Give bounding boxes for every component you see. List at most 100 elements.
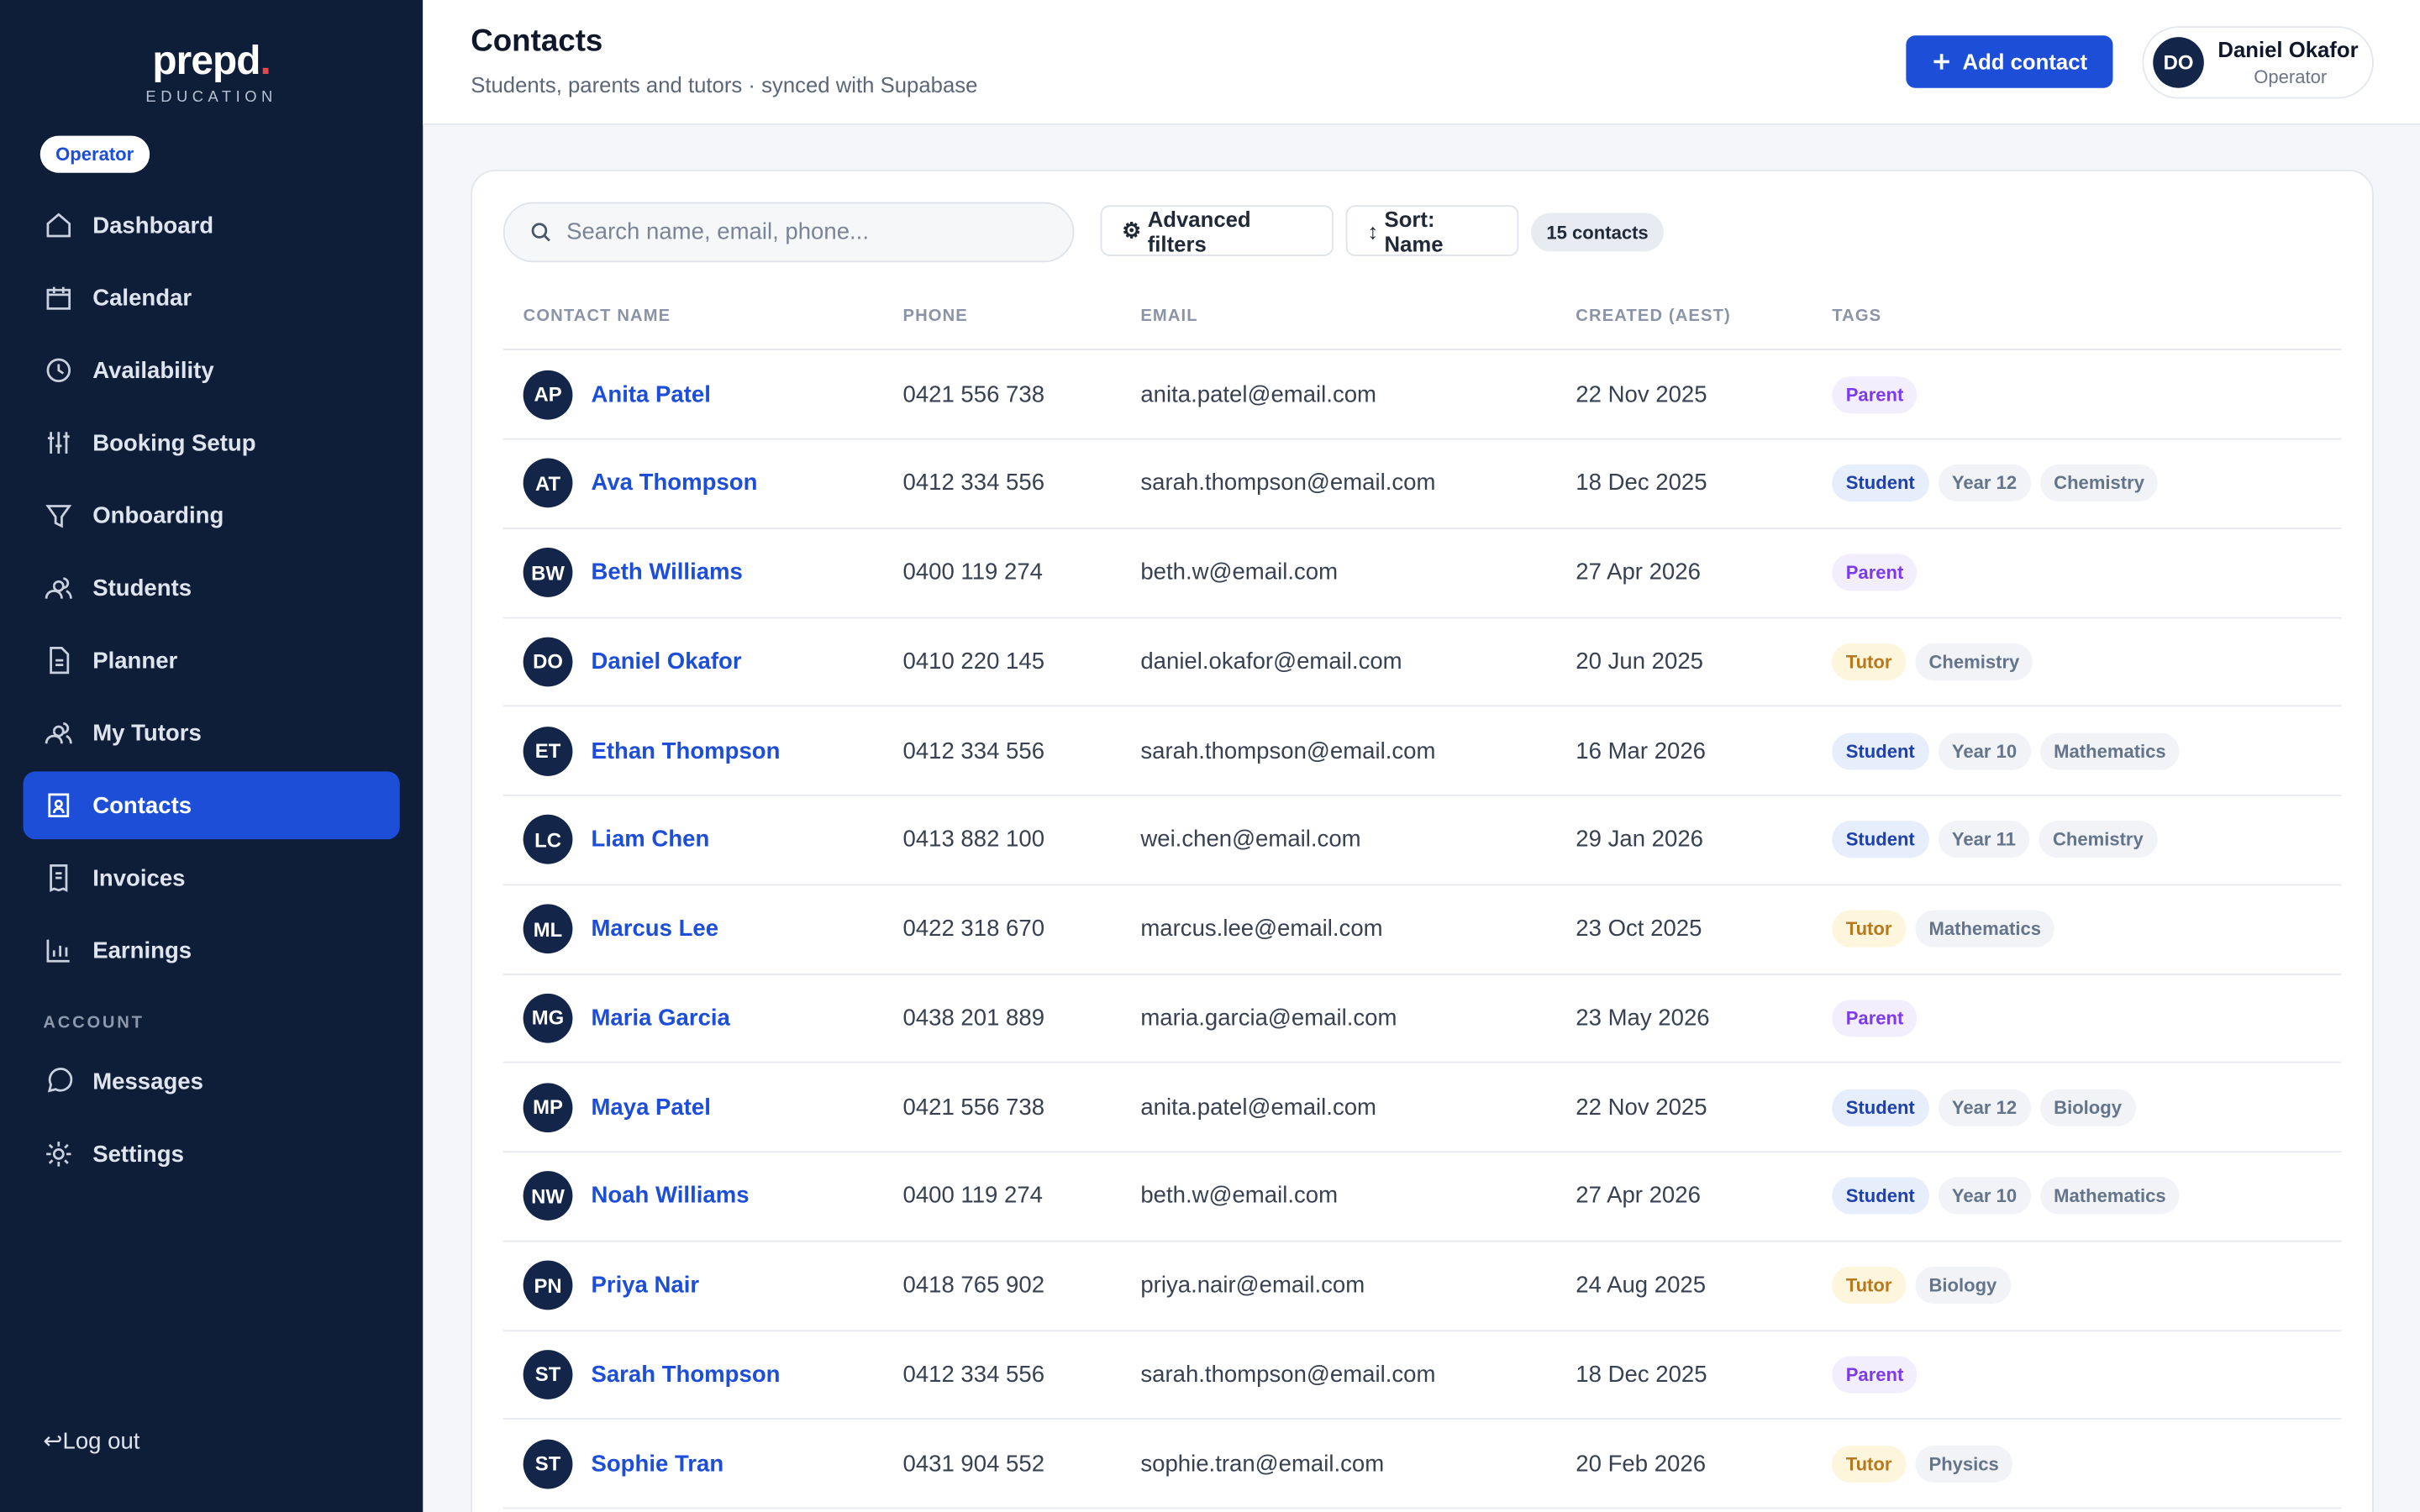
tag: Chemistry	[2039, 465, 2159, 502]
nav-icon	[46, 358, 71, 383]
nav-item[interactable]: Earnings	[24, 916, 400, 984]
filters-text[interactable]: Advanced filters	[1147, 206, 1251, 255]
logout[interactable]: ↩Log out	[43, 1428, 140, 1456]
contact-name[interactable]: Anita Patel	[591, 381, 711, 407]
tag: Student	[1832, 1177, 1929, 1215]
nav-item[interactable]: Booking Setup	[24, 409, 400, 477]
email: daniel.okafor@email.com	[1140, 648, 1402, 675]
nav-label[interactable]: Dashboard	[92, 212, 214, 239]
nav-item[interactable]: Students	[24, 554, 400, 622]
contact-name[interactable]: Priya Nair	[591, 1272, 700, 1299]
tag: Biology	[1914, 1266, 2011, 1305]
nav-label[interactable]: Calendar	[92, 284, 192, 312]
nav-item[interactable]: Invoices	[24, 844, 400, 912]
nav-label[interactable]: Availability	[92, 357, 214, 384]
nav-label[interactable]: Contacts	[92, 792, 192, 819]
contact-row[interactable]: BW Beth Williams 0400 119 274 beth.w@email.…	[502, 528, 2342, 618]
contact-name[interactable]: Sophie Tran	[591, 1450, 724, 1477]
add-contact-button[interactable]: Add contact	[1906, 35, 2113, 88]
contact-name[interactable]: Ava Thompson	[591, 470, 758, 496]
tag: Chemistry	[2039, 821, 2158, 858]
contact-row[interactable]: AT Ava Thompson 0412 334 556 sarah.thompson…	[502, 439, 2342, 529]
email: priya.nair@email.com	[1140, 1272, 1365, 1299]
contact-name[interactable]: Ethan Thompson	[591, 737, 781, 764]
contact-row[interactable]: PN Priya Nair 0418 765 902 priya.nair@email…	[502, 1242, 2342, 1331]
nav-item[interactable]: Dashboard	[24, 192, 400, 260]
avatar: ST	[523, 1349, 573, 1399]
column-header: CREATED (AEST)	[1576, 307, 1731, 326]
nav-item[interactable]: Calendar	[24, 264, 400, 332]
contact-row[interactable]: ST Sophie Tran 0431 904 552 sophie.tran@ema…	[502, 1420, 2342, 1509]
contact-name[interactable]: Daniel Okafor	[591, 648, 742, 675]
nav-item[interactable]: My Tutors	[24, 699, 400, 767]
contact-name[interactable]: Noah Williams	[591, 1183, 750, 1210]
contact-row[interactable]: MP Maya Patel 0421 556 738 anita.patel@emai…	[502, 1063, 2342, 1153]
nav-label[interactable]: Invoices	[92, 864, 186, 891]
contact-name[interactable]: Liam Chen	[591, 827, 710, 853]
email: anita.patel@email.com	[1140, 1094, 1377, 1121]
header: Contacts Students, parents and tutors · …	[423, 0, 2420, 125]
contact-name[interactable]: Maria Garcia	[591, 1005, 730, 1032]
contact-row[interactable]: AP Anita Patel 0421 556 738 anita.patel@ema…	[502, 350, 2342, 440]
logout-text[interactable]: Log out	[62, 1428, 140, 1456]
logo-text: prepd	[152, 37, 260, 84]
icon-path	[47, 432, 70, 454]
contact-row[interactable]: LC Liam Chen 0413 882 100 wei.chen@email.co…	[502, 795, 2342, 885]
contact-row[interactable]: NW Noah Williams 0400 119 274 beth.w@email.…	[502, 1152, 2342, 1242]
search-box[interactable]: Search name, email, phone...	[502, 202, 1075, 263]
contact-name[interactable]: Marcus Lee	[591, 916, 719, 942]
add-contact-text[interactable]: Add contact	[1962, 49, 2088, 75]
nav-label[interactable]: Booking Setup	[92, 429, 256, 456]
nav-item[interactable]: Contacts	[23, 771, 400, 840]
avatar: ST	[523, 1438, 573, 1488]
phone: 0412 334 556	[902, 737, 1045, 764]
contact-name[interactable]: Maya Patel	[591, 1094, 711, 1121]
nav-item[interactable]: Settings	[24, 1120, 400, 1188]
created: 29 Jan 2026	[1576, 827, 1703, 853]
created: 24 Aug 2025	[1576, 1272, 1707, 1299]
nav-item[interactable]: Planner	[24, 627, 400, 695]
tag: Parent	[1832, 1356, 1918, 1394]
tag: Parent	[1832, 999, 1918, 1037]
avatar: AT	[523, 458, 573, 508]
contact-row[interactable]: MG Maria Garcia 0438 201 889 maria.garcia@e…	[502, 974, 2342, 1063]
contact-name[interactable]: Sarah Thompson	[591, 1361, 781, 1388]
tag: Chemistry	[1914, 643, 2033, 680]
contact-row[interactable]: ML Marcus Lee 0422 318 670 marcus.lee@email…	[502, 885, 2342, 974]
avatar: PN	[523, 1260, 573, 1310]
nav-label[interactable]: Messages	[92, 1068, 203, 1095]
nav-item[interactable]: Onboarding	[24, 481, 400, 549]
header-line	[502, 349, 2342, 350]
nav-icon	[48, 793, 70, 818]
nav-icon	[47, 1068, 73, 1093]
tag: Student	[1832, 465, 1929, 502]
nav-item[interactable]: Messages	[24, 1047, 400, 1116]
created: 27 Apr 2026	[1576, 1183, 1701, 1210]
logo-mark: .	[260, 37, 271, 84]
contact-row[interactable]: ST Sarah Thompson 0412 334 556 sarah.thomps…	[502, 1331, 2342, 1420]
nav-label[interactable]: Students	[92, 575, 192, 601]
nav-label[interactable]: Planner	[92, 647, 178, 674]
contact-row[interactable]: DO Daniel Okafor 0410 220 145 daniel.okafor…	[502, 617, 2342, 707]
tags: Tutor Mathematics	[1832, 910, 2055, 948]
nav-label[interactable]: My Tutors	[92, 719, 202, 747]
contact-name[interactable]: Beth Williams	[591, 559, 743, 586]
contact-row[interactable]: ET Ethan Thompson 0412 334 556 sarah.thomps…	[502, 706, 2342, 796]
tag: Year 10	[1938, 732, 2031, 769]
sort-text[interactable]: Sort: Name	[1384, 206, 1444, 255]
tag: Year 10	[1938, 1177, 2031, 1215]
user-pill[interactable]: DO Daniel Okafor Operator	[2142, 26, 2374, 99]
sort-button[interactable]: ↕ Sort: Name	[1345, 205, 1519, 256]
avatar: BW	[523, 548, 573, 597]
tags: Parent	[1832, 999, 1918, 1037]
phone: 0413 882 100	[902, 827, 1045, 853]
phone: 0421 556 738	[902, 1094, 1045, 1121]
filters-button[interactable]: ⚙ Advanced filters	[1100, 205, 1334, 256]
nav-label[interactable]: Earnings	[92, 937, 192, 964]
tag: Tutor	[1832, 1266, 1906, 1305]
nav-label[interactable]: Settings	[92, 1141, 184, 1168]
nav-item[interactable]: Availability	[24, 336, 400, 404]
icon-path	[47, 1068, 73, 1093]
phone: 0431 904 552	[902, 1450, 1045, 1477]
nav-label[interactable]: Onboarding	[92, 501, 224, 529]
